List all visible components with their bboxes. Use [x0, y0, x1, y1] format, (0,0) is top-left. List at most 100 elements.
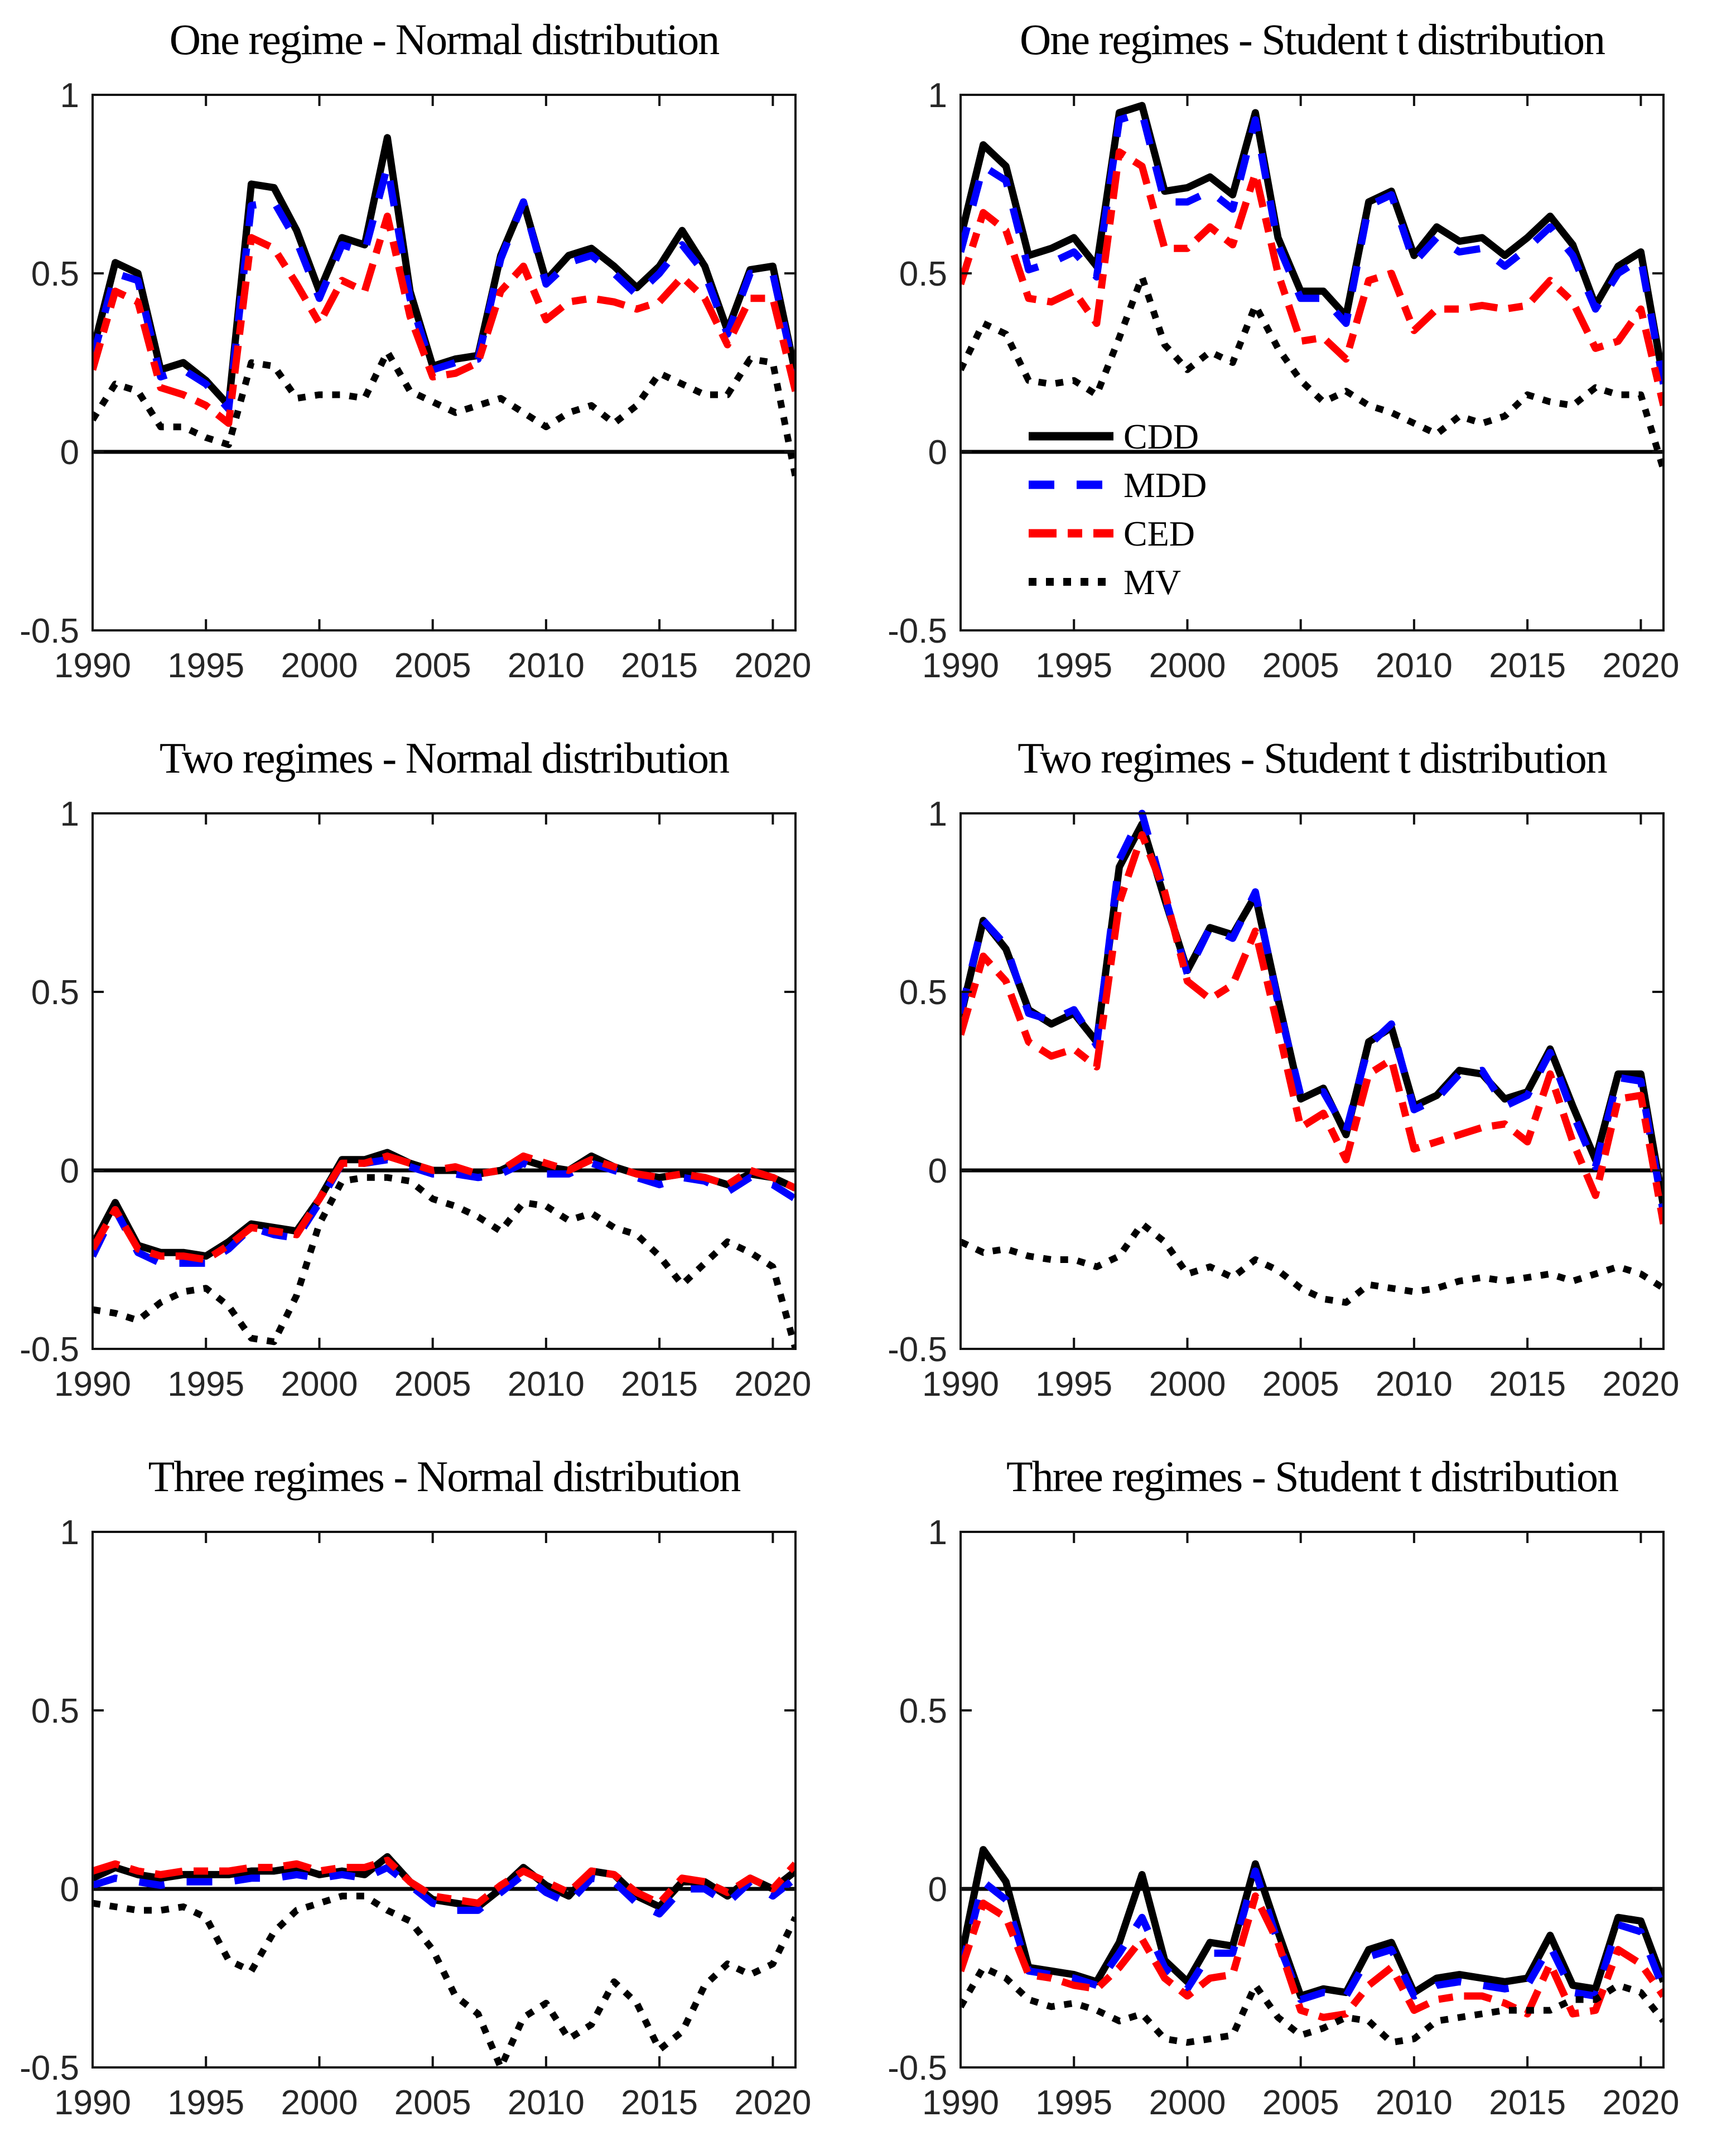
- x-tick-label: 2020: [734, 1365, 811, 1404]
- y-tick-label: -0.5: [888, 2049, 947, 2087]
- x-tick-label: 2000: [281, 2084, 358, 2122]
- x-tick-label: 2015: [1489, 1365, 1566, 1404]
- x-tick-label: 1995: [1035, 1365, 1112, 1404]
- subplot-two-regimes-normal: Two regimes - Normal distribution 1990 19…: [0, 719, 868, 1437]
- x-tick-label: 2010: [508, 647, 585, 685]
- chart-title: Two regimes - Normal distribution: [159, 734, 730, 782]
- x-tick-label: 2015: [1489, 2084, 1566, 2122]
- y-tick-label: 0.5: [899, 1692, 947, 1730]
- chart-canvas-three-regimes-student-t: 1990 1995 2000 2005 2010 2015 2020 -0.5 0 0.5 1: [888, 1513, 1679, 2122]
- series-MV-line: [92, 348, 796, 478]
- legend-label-MDD: MDD: [1123, 465, 1207, 505]
- chart-title: Three regimes - Normal distribution: [148, 1452, 741, 1501]
- x-tick-label: 1990: [922, 647, 999, 685]
- x-tick-label: 2020: [1602, 1365, 1679, 1404]
- series-MDD-line: [92, 1864, 796, 1918]
- subplot-one-regime-normal: One regime - Normal distribution 1990 199…: [0, 0, 868, 719]
- y-tick-label: 0.5: [31, 973, 79, 1012]
- axes-box: [91, 94, 797, 631]
- y-tick-label: 1: [928, 795, 947, 833]
- series-MV-line: [92, 1892, 796, 2071]
- y-tick-label: 0: [60, 433, 79, 472]
- series-MV-line: [960, 273, 1664, 471]
- y-tick-label: -0.5: [20, 1330, 79, 1369]
- chart-title: One regimes - Student t distribution: [1019, 15, 1605, 64]
- y-tick-label: -0.5: [20, 612, 79, 650]
- axes-box: [959, 812, 1665, 1350]
- x-tick-label: 2015: [621, 647, 698, 685]
- y-tick-label: 1: [60, 76, 79, 115]
- x-tick-label: 2015: [1489, 647, 1566, 685]
- x-tick-label: 1990: [54, 2084, 131, 2122]
- x-tick-label: 2010: [1376, 1365, 1453, 1404]
- x-tick-label: 1990: [922, 1365, 999, 1404]
- x-tick-label: 2000: [1149, 647, 1226, 685]
- x-tick-label: 2020: [1602, 2084, 1679, 2122]
- series-MDD-line: [960, 109, 1664, 385]
- x-tick-label: 2010: [1376, 2084, 1453, 2122]
- chart-title: Two regimes - Student t distribution: [1018, 734, 1608, 782]
- series-CDD-line: [92, 1149, 796, 1260]
- x-tick-label: 2005: [394, 2084, 471, 2122]
- x-tick-label: 2000: [281, 647, 358, 685]
- y-tick-label: -0.5: [20, 2049, 79, 2087]
- axes-box: [959, 94, 1665, 631]
- x-tick-label: 2020: [734, 647, 811, 685]
- chart-title: Three regimes - Student t distribution: [1006, 1452, 1619, 1501]
- x-tick-label: 2000: [1149, 1365, 1226, 1404]
- x-tick-label: 1995: [167, 1365, 244, 1404]
- x-tick-label: 2000: [281, 1365, 358, 1404]
- x-tick-label: 2015: [621, 2084, 698, 2122]
- x-tick-label: 2005: [394, 1365, 471, 1404]
- series-CED-line: [960, 148, 1664, 407]
- y-tick-label: 0.5: [31, 1692, 79, 1730]
- x-tick-label: 2015: [621, 1365, 698, 1404]
- legend-label-MV: MV: [1123, 562, 1181, 602]
- y-tick-label: 0: [60, 1870, 79, 1909]
- axes-box: [91, 812, 797, 1350]
- y-tick-label: 0: [60, 1152, 79, 1190]
- x-tick-label: 1995: [167, 647, 244, 685]
- series-MDD-line: [92, 162, 796, 413]
- x-tick-label: 1990: [54, 647, 131, 685]
- y-tick-label: 0.5: [899, 973, 947, 1012]
- legend-label-CED: CED: [1123, 514, 1195, 553]
- series-CDD-line: [960, 102, 1664, 382]
- x-tick-label: 2005: [1262, 647, 1339, 685]
- x-tick-label: 1990: [54, 1365, 131, 1404]
- chart-canvas-one-regime-normal: 1990 1995 2000 2005 2010 2015 2020 -0.5 0 0.5 1: [20, 76, 811, 685]
- subplot-three-regimes-normal: Three regimes - Normal distribution 1990…: [0, 1437, 868, 2155]
- y-tick-label: 0: [928, 433, 947, 472]
- series-MDD-line: [92, 1156, 796, 1267]
- chart-title: One regime - Normal distribution: [169, 15, 720, 64]
- y-tick-label: 1: [928, 1513, 947, 1552]
- chart-canvas-three-regimes-normal: 1990 1995 2000 2005 2010 2015 2020 -0.5 0 0.5 1: [20, 1513, 811, 2122]
- series-CED-line: [960, 1892, 1664, 2021]
- legend-label-CDD: CDD: [1123, 417, 1199, 456]
- x-tick-label: 2020: [734, 2084, 811, 2122]
- x-tick-label: 2010: [1376, 647, 1453, 685]
- x-tick-label: 1995: [1035, 2084, 1112, 2122]
- series-MV-line: [92, 1174, 796, 1350]
- y-tick-label: -0.5: [888, 1330, 947, 1369]
- axes-box: [959, 1531, 1665, 2069]
- series-CED-line: [92, 1152, 796, 1264]
- series-MDD-line: [960, 1867, 1664, 2003]
- y-tick-label: 0.5: [899, 255, 947, 293]
- x-tick-label: 1990: [922, 2084, 999, 2122]
- x-tick-label: 2010: [508, 1365, 585, 1404]
- y-tick-label: 0.5: [31, 255, 79, 293]
- axes-box: [91, 1531, 797, 2069]
- x-tick-label: 2005: [1262, 1365, 1339, 1404]
- series-CED-line: [92, 1857, 796, 1907]
- series-CED-line: [960, 831, 1664, 1225]
- subplot-two-regimes-student-t: Two regimes - Student t distribution 199…: [868, 719, 1736, 1437]
- y-tick-label: 0: [928, 1152, 947, 1190]
- x-tick-label: 2005: [394, 647, 471, 685]
- y-tick-label: -0.5: [888, 612, 947, 650]
- y-tick-label: 1: [60, 1513, 79, 1552]
- y-tick-label: 1: [60, 795, 79, 833]
- chart-canvas-one-regime-student-t: 1990 1995 2000 2005 2010 2015 2020 -0.5 0 0.5 1 CDD…: [888, 76, 1679, 685]
- series-MV-line: [960, 1964, 1664, 2046]
